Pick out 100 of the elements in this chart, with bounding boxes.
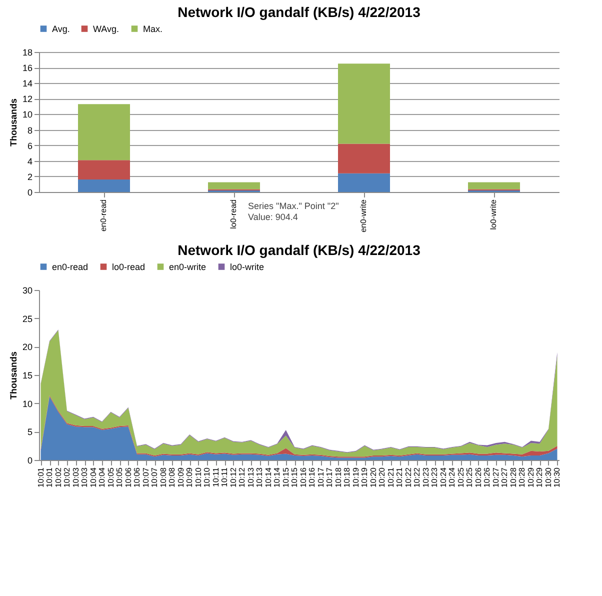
y-axis-title: Thousands (8, 98, 18, 147)
x-tick-label: 10:15 (290, 466, 300, 488)
x-tick-label: 10:29 (526, 466, 536, 488)
x-tick-label: 10:23 (430, 466, 440, 488)
x-tick-label: 10:30 (552, 466, 562, 488)
x-tick-label: 10:19 (351, 466, 360, 488)
x-tick-label: 10:11 (211, 466, 220, 487)
x-tick-label: 10:28 (518, 466, 527, 488)
chart-title: Network I/O gandalf (KB/s) 4/22/2013 (178, 4, 421, 20)
x-tick-label: 10:26 (482, 466, 492, 488)
x-tick-label: 10:11 (220, 466, 230, 487)
x-tick-label: 10:16 (308, 466, 317, 488)
legend-label: lo0-write (230, 262, 264, 272)
x-tick-label: 10:10 (194, 466, 203, 488)
x-tick-label: 10:18 (334, 466, 343, 488)
x-tick-label: 10:25 (465, 466, 474, 488)
x-tick-label: 10:22 (412, 466, 422, 488)
x-tick-label: 10:18 (342, 466, 352, 488)
y-tick-label: 10 (22, 398, 32, 409)
x-tick-label: 10:22 (404, 466, 413, 488)
x-tick-label: 10:23 (421, 466, 430, 488)
bar (78, 160, 130, 180)
text: Series "Max." Point "2" Value: 904.4 (248, 201, 339, 222)
x-tick-label: 10:04 (98, 466, 107, 488)
bar (78, 104, 130, 160)
y-tick-label: 15 (22, 370, 32, 380)
bar (338, 144, 390, 174)
x-tick-label: 10:12 (228, 466, 238, 488)
chart-title: Network I/O gandalf (KB/s) 4/22/2013 (178, 242, 421, 258)
y-tick-label: 16 (22, 63, 32, 74)
x-tick-label: 10:08 (158, 466, 168, 488)
legend-label: en0-write (169, 262, 206, 272)
x-tick-label: 10:17 (325, 466, 334, 488)
x-tick-label: 10:04 (88, 466, 98, 488)
x-tick-label: 10:05 (115, 466, 124, 488)
x-tick-label: 10:27 (500, 466, 510, 488)
x-tick-label: 10:10 (202, 466, 212, 488)
y-tick-label: 6 (27, 140, 32, 151)
bar (468, 182, 520, 190)
x-tick-label: 10:03 (71, 466, 80, 488)
x-tick-label: 10:25 (456, 466, 466, 488)
legend-label: WAvg. (93, 24, 120, 34)
bar (78, 180, 130, 192)
x-tick-label: lo0-write (489, 198, 498, 230)
x-tick-label: 10:02 (54, 466, 63, 488)
x-tick-label: en0-write (359, 198, 368, 232)
y-tick-label: 18 (22, 48, 32, 58)
x-tick-label: 10:19 (360, 466, 370, 488)
x-tick-label: 10:20 (368, 466, 378, 488)
legend-label: en0-read (52, 262, 88, 272)
x-tick-label: 10:08 (168, 466, 177, 488)
bar (338, 64, 390, 144)
x-tick-label: 10:24 (448, 466, 457, 488)
legend-label: Avg. (52, 24, 70, 34)
y-tick-label: 25 (22, 314, 32, 324)
x-tick-label: 10:17 (316, 466, 326, 488)
x-tick-label: 10:21 (386, 466, 396, 488)
x-tick-label: 10:14 (272, 466, 282, 488)
x-tick-label: 10:13 (255, 466, 264, 488)
y-tick-label: 0 (27, 188, 32, 198)
y-tick-label: 10 (22, 110, 32, 120)
x-tick-label: 10:05 (106, 466, 116, 488)
bar (208, 182, 260, 190)
x-tick-label: 10:30 (544, 466, 553, 488)
x-tick-label: 10:14 (264, 466, 273, 488)
y-tick-label: 20 (22, 342, 32, 352)
x-tick-label: 10:15 (281, 466, 290, 488)
x-tick-label: 10:06 (124, 466, 133, 488)
x-tick-label: 10:13 (246, 466, 256, 488)
legend-label: lo0-read (112, 262, 146, 272)
x-tick-label: 10:09 (185, 466, 194, 488)
x-tick-label: 10:16 (298, 466, 308, 488)
x-tick-label: 10:03 (80, 466, 90, 488)
x-tick-label: 10:27 (491, 466, 500, 488)
x-tick-label: en0-read (99, 200, 108, 232)
x-tick-label: 10:07 (141, 466, 150, 488)
bar (338, 173, 390, 192)
y-tick-label: 12 (22, 94, 32, 104)
x-tick-label: 10:01 (36, 466, 46, 488)
x-tick-label: 10:02 (62, 466, 72, 488)
y-tick-label: 30 (22, 286, 32, 296)
y-tick-label: 14 (22, 78, 32, 89)
y-tick-label: 2 (27, 172, 32, 182)
x-tick-label: 10:24 (438, 466, 448, 488)
x-tick-label: 10:29 (535, 466, 544, 488)
x-tick-label: 10:09 (176, 466, 186, 488)
y-tick-label: 0 (27, 456, 32, 466)
x-tick-label: lo0-read (229, 200, 238, 229)
legend-label: Max. (143, 24, 163, 34)
x-tick-label: 10:21 (395, 466, 404, 488)
x-tick-label: 10:01 (45, 466, 54, 488)
x-tick-label: 10:06 (132, 466, 142, 488)
y-tick-label: 8 (27, 125, 32, 136)
x-tick-label: 10:28 (508, 466, 518, 488)
x-tick-label: 10:12 (238, 466, 247, 488)
x-tick-label: 10:07 (150, 466, 160, 488)
x-tick-label: 10:20 (378, 466, 387, 488)
x-tick-label: 10:26 (474, 466, 483, 488)
y-axis-title: Thousands (8, 351, 18, 400)
y-tick-label: 5 (27, 427, 32, 438)
